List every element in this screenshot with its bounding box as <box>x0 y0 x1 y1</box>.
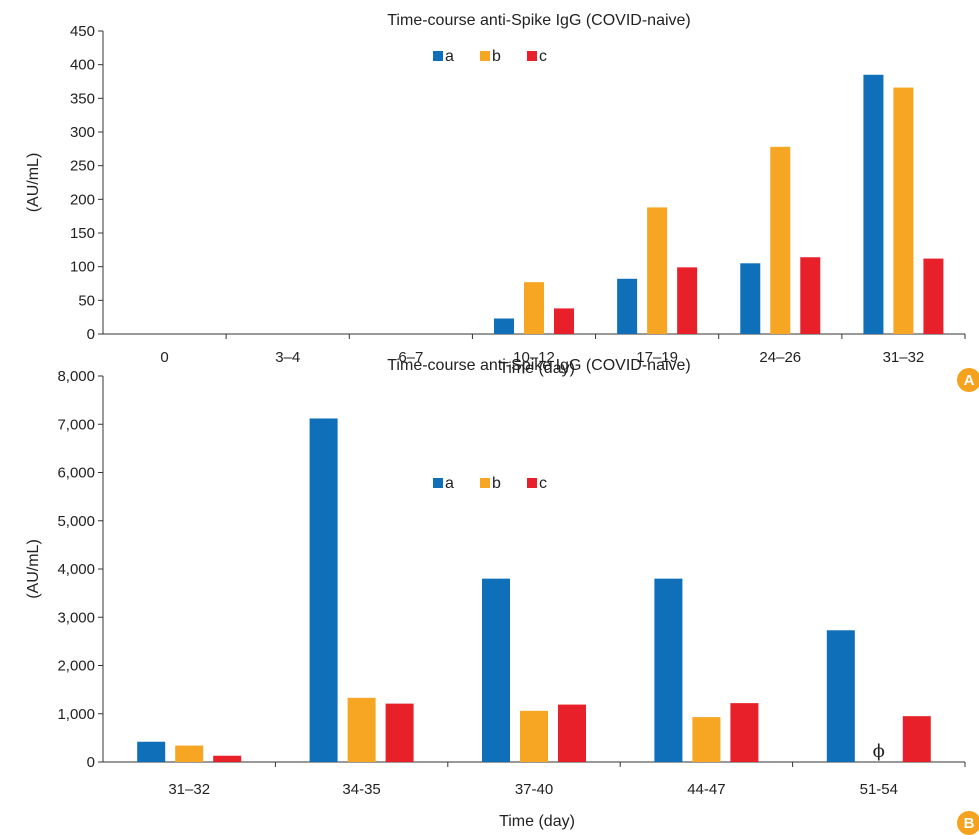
legend-label-b: b <box>492 48 501 65</box>
y-tick-label: 0 <box>87 754 95 771</box>
legend-swatch-a <box>433 478 443 488</box>
bar-a-6 <box>863 74 884 335</box>
chart-title: Time-course anti-Spike IgG (COVID-naive) <box>387 357 691 374</box>
chart-title: Time-course anti-Spike IgG (COVID-naive) <box>387 12 691 29</box>
y-tick-label: 6,000 <box>57 465 95 482</box>
y-tick-label: 150 <box>70 225 95 242</box>
legend-swatch-a <box>433 51 443 61</box>
panel-badge-label: A <box>964 372 975 389</box>
y-tick-label: 300 <box>70 124 95 141</box>
bar-a-1 <box>309 418 338 762</box>
legend-swatch-c <box>527 51 537 61</box>
y-tick-label: 3,000 <box>57 609 95 626</box>
bar-b-2 <box>520 710 548 762</box>
y-tick-label: 400 <box>70 57 95 74</box>
y-axis-label: (AU/mL) <box>25 539 42 599</box>
y-tick-label: 200 <box>70 191 95 208</box>
y-tick-label: 5,000 <box>57 513 95 530</box>
bar-a-3 <box>654 578 683 762</box>
panel-badge <box>957 811 979 835</box>
bar-a-4 <box>617 278 638 334</box>
x-tick-label: 6–7 <box>398 349 423 366</box>
x-tick-label: 44-47 <box>687 781 725 798</box>
x-axis-label: Time (day) <box>499 813 575 830</box>
chart-panel-b: Time-course anti-Spike IgG (COVID-naive)… <box>25 357 979 835</box>
bar-b-3 <box>692 717 721 762</box>
legend-swatch-b <box>480 51 490 61</box>
y-tick-label: 350 <box>70 90 95 107</box>
y-tick-label: 250 <box>70 158 95 175</box>
bar-b-1 <box>347 697 376 762</box>
x-tick-label: 10–12 <box>513 349 555 366</box>
bar-b-3 <box>524 282 544 334</box>
x-tick-label: 37-40 <box>515 781 553 798</box>
y-tick-label: 2,000 <box>57 658 95 675</box>
legend-swatch-c <box>527 478 537 488</box>
x-tick-label: 31–32 <box>883 349 925 366</box>
panel-badge-label: B <box>964 815 975 832</box>
legend-label-a: a <box>445 48 454 65</box>
y-tick-label: 7,000 <box>57 416 95 433</box>
bar-c-3 <box>554 308 574 334</box>
y-tick-label: 1,000 <box>57 706 95 723</box>
legend-label-c: c <box>539 48 547 65</box>
y-tick-label: 8,000 <box>57 368 95 385</box>
bar-c-4 <box>677 267 698 334</box>
x-tick-label: 34-35 <box>342 781 380 798</box>
bar-c-5 <box>800 257 821 334</box>
bar-c-6 <box>923 258 944 334</box>
bar-a-3 <box>494 318 514 334</box>
legend-label-b: b <box>492 475 501 492</box>
bar-c-2 <box>558 704 586 762</box>
y-axis-label: (AU/mL) <box>25 153 42 213</box>
bar-b-5 <box>770 146 791 334</box>
panel-badge <box>957 368 979 392</box>
legend-label-a: a <box>445 475 454 492</box>
y-tick-label: 100 <box>70 259 95 276</box>
bar-a-4 <box>826 630 855 762</box>
legend-swatch-b <box>480 478 490 488</box>
x-tick-label: 51-54 <box>860 781 898 798</box>
legend-label-c: c <box>539 475 547 492</box>
y-tick-label: 0 <box>87 326 95 343</box>
bar-c-0 <box>213 755 242 762</box>
bar-c-4 <box>902 716 931 762</box>
x-tick-label: 17–19 <box>636 349 678 366</box>
bar-a-2 <box>482 578 510 762</box>
bar-c-1 <box>385 703 414 762</box>
bar-b-0 <box>175 745 204 762</box>
y-tick-label: 450 <box>70 23 95 40</box>
x-tick-label: 24–26 <box>759 349 801 366</box>
x-tick-label: 31–32 <box>168 781 210 798</box>
y-tick-label: 50 <box>78 292 95 309</box>
x-tick-label: 0 <box>160 349 168 366</box>
bar-a-5 <box>740 263 761 334</box>
annotation-phi: ϕ <box>873 741 885 762</box>
x-tick-label: 3–4 <box>275 349 300 366</box>
y-tick-label: 4,000 <box>57 561 95 578</box>
bar-a-0 <box>137 741 166 762</box>
bar-b-6 <box>893 87 914 334</box>
bar-b-4 <box>647 207 668 334</box>
x-axis-label: Time (day) <box>499 360 575 377</box>
chart-panel-a: Time-course anti-Spike IgG (COVID-naive)… <box>25 12 979 392</box>
bar-c-3 <box>730 703 759 762</box>
